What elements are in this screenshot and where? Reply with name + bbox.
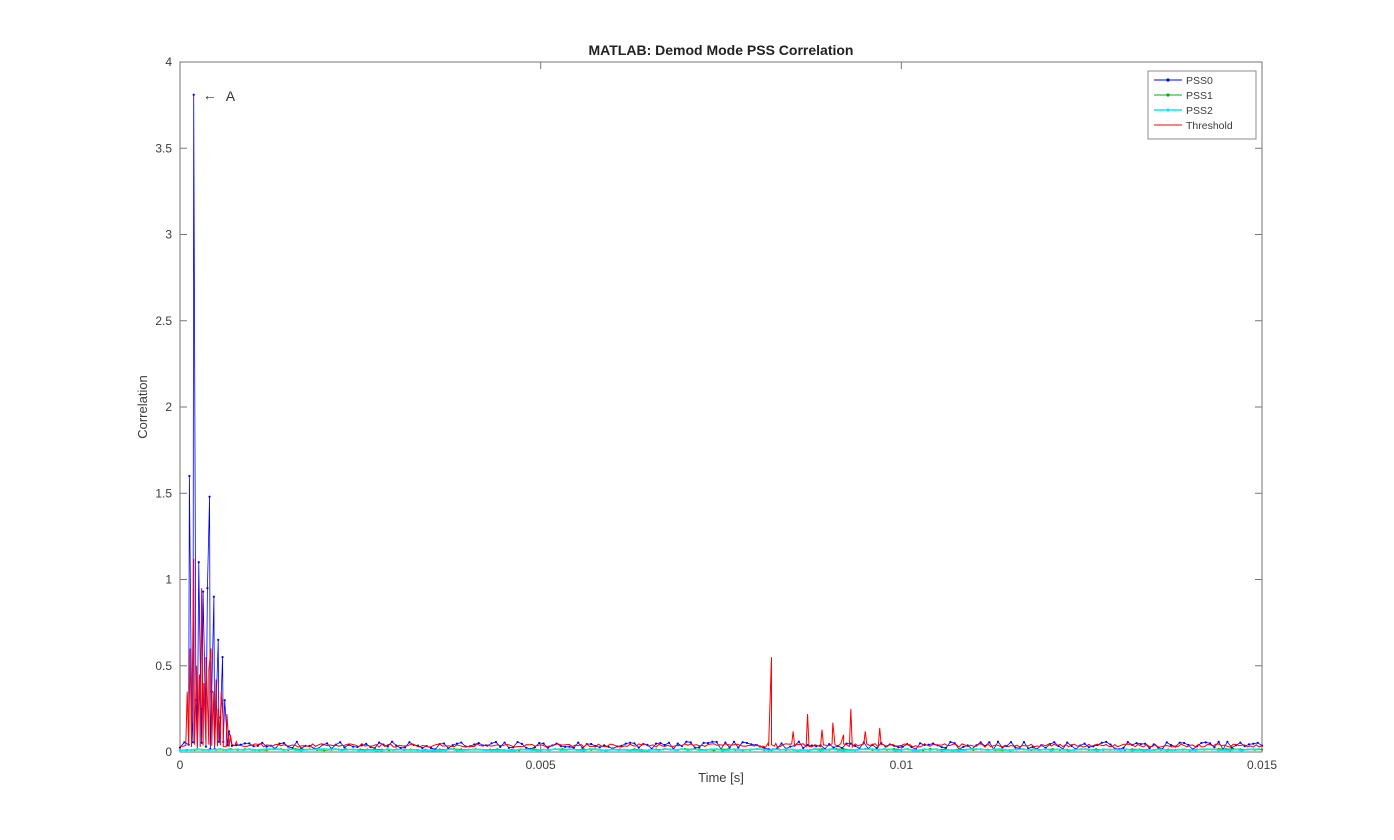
legend-label: PSS2 bbox=[1186, 105, 1213, 117]
series-PSS0-line bbox=[179, 94, 1263, 751]
y-tick-label: 2.5 bbox=[155, 314, 172, 328]
legend-item-Threshold: Threshold bbox=[1154, 120, 1233, 132]
series-Threshold bbox=[179, 558, 1263, 749]
y-tick-label: 3.5 bbox=[155, 141, 172, 155]
y-tick-label: 4 bbox=[165, 55, 172, 69]
y-tick-label: 0.5 bbox=[155, 659, 172, 673]
x-tick-label: 0.015 bbox=[1247, 758, 1277, 772]
legend-label: PSS0 bbox=[1186, 75, 1213, 87]
legend-box bbox=[1147, 70, 1257, 140]
annotation: ← A bbox=[203, 87, 236, 104]
annotation-arrow: ← bbox=[203, 87, 217, 103]
series-Threshold-line bbox=[179, 558, 1263, 749]
annotation-text: A bbox=[226, 88, 236, 104]
axis-ticks: 0 0.005 0.01 0.015 0 0.5 1 1.5 2 2.5 3 3.5 4 bbox=[155, 55, 1277, 772]
legend-label: Threshold bbox=[1186, 120, 1233, 132]
x-tick-label: 0.01 bbox=[890, 758, 914, 772]
legend-item-PSS0: PSS0 bbox=[1154, 75, 1213, 87]
series-PSS0 bbox=[178, 93, 1264, 751]
y-tick-label: 1 bbox=[165, 573, 172, 587]
x-tick-label: 0.005 bbox=[526, 758, 556, 772]
x-axis-label: Time [s] bbox=[698, 770, 744, 785]
y-tick-label: 1.5 bbox=[155, 486, 172, 500]
y-tick-label: 2 bbox=[165, 400, 172, 414]
y-tick-label: 0 bbox=[165, 745, 172, 759]
y-tick-label: 3 bbox=[165, 228, 172, 242]
axes-box bbox=[179, 61, 1263, 753]
legend-item-PSS1: PSS1 bbox=[1154, 90, 1213, 102]
legend-item-PSS2: PSS2 bbox=[1154, 105, 1213, 117]
y-axis-label: Correlation bbox=[135, 375, 150, 439]
x-tick-label: 0 bbox=[177, 758, 184, 772]
legend: PSS0 PSS1 PSS2 Threshold bbox=[1147, 70, 1257, 140]
legend-label: PSS1 bbox=[1186, 90, 1213, 102]
series-PSS2 bbox=[178, 747, 1261, 752]
chart-title: MATLAB: Demod Mode PSS Correlation bbox=[589, 42, 854, 58]
